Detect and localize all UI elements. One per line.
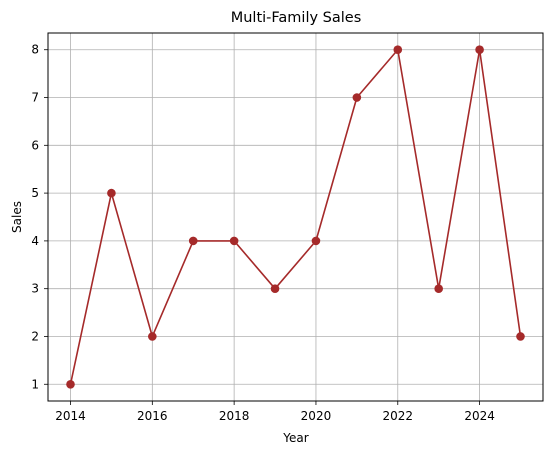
x-axis: 2014 2016 2018 2020 2022 2024 [55, 401, 495, 423]
y-tick-label: 5 [31, 186, 39, 200]
y-tick-label: 7 [31, 91, 39, 105]
series-line [69, 48, 522, 385]
data-point [188, 236, 198, 246]
data-point [148, 332, 157, 341]
grid [48, 33, 543, 401]
y-tick-label: 6 [31, 138, 39, 152]
y-tick-label: 2 [31, 329, 39, 343]
x-tick-label: 2018 [219, 409, 250, 423]
y-tick-label: 1 [31, 377, 39, 391]
series-layer [66, 45, 525, 389]
data-point [66, 379, 75, 389]
y-tick-label: 4 [31, 234, 39, 248]
data-point [107, 188, 116, 198]
plot-frame [47, 32, 544, 402]
data-point [393, 45, 403, 55]
chart-title: Multi-Family Sales [231, 10, 362, 26]
x-tick-label: 2024 [464, 409, 495, 423]
x-tick-label: 2020 [301, 409, 332, 423]
y-tick-label: 8 [31, 43, 39, 57]
x-tick-label: 2022 [382, 409, 413, 423]
data-point [270, 284, 280, 293]
x-tick-label: 2016 [137, 409, 168, 423]
data-point [311, 236, 321, 246]
x-tick-label: 2014 [55, 409, 86, 423]
data-point [475, 45, 484, 55]
y-tick-label: 3 [31, 282, 39, 296]
data-point [229, 236, 239, 246]
data-point [516, 332, 525, 341]
y-axis-label: Sales [10, 201, 24, 233]
y-axis: 1 2 3 4 5 6 7 8 [31, 43, 48, 391]
data-point [352, 93, 362, 102]
x-axis-label: Year [282, 431, 308, 445]
data-point [434, 284, 443, 293]
